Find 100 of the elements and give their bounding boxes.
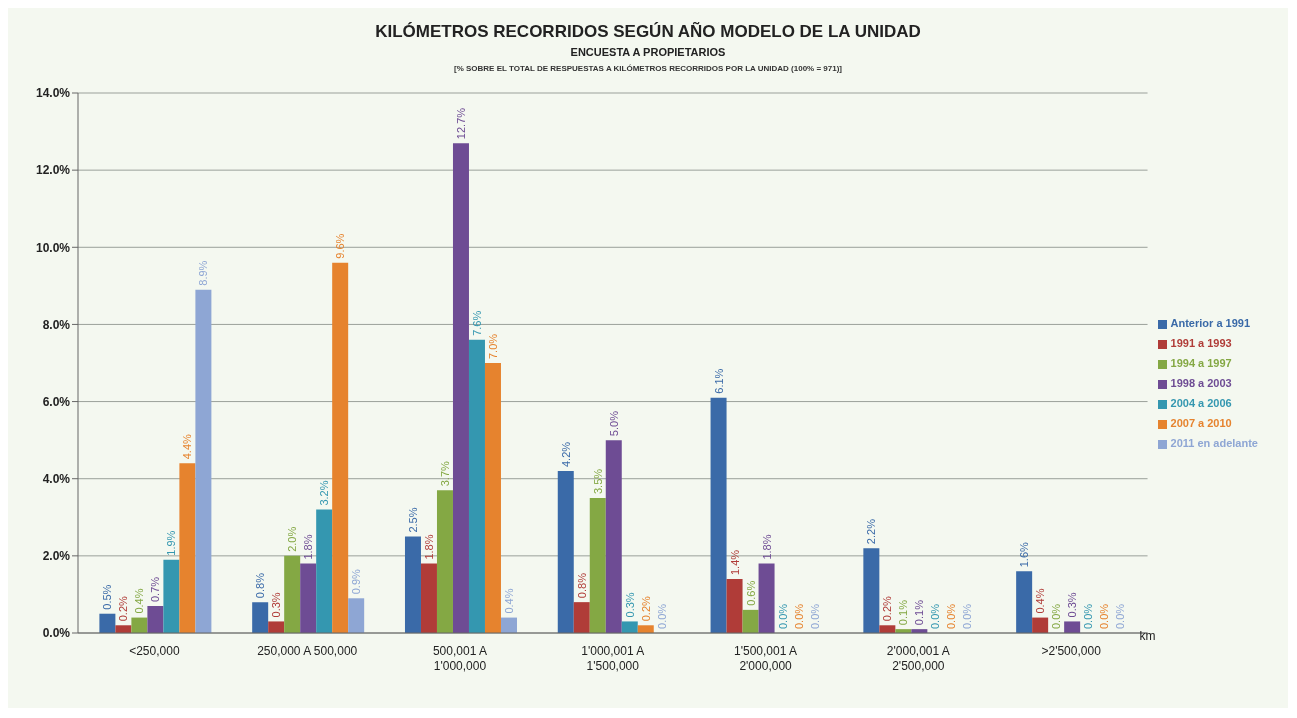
data-label: 2.2% xyxy=(865,518,878,545)
data-label: 4.2% xyxy=(559,441,572,467)
x-tick-label: 250,000 A 500,000 xyxy=(257,644,358,658)
data-label: 0.0% xyxy=(776,603,789,629)
data-label: 0.0% xyxy=(1050,603,1063,629)
y-tick-label: 4.0% xyxy=(42,471,71,486)
data-label: 1.8% xyxy=(760,534,773,560)
x-tick-label: 1'000,001 A 1'500,000 xyxy=(581,644,645,673)
bar xyxy=(316,509,333,633)
bar xyxy=(420,563,437,633)
bar xyxy=(621,621,638,633)
bar xyxy=(637,625,654,633)
data-label: 0.0% xyxy=(792,603,805,629)
data-label: 0.4% xyxy=(1034,588,1047,614)
data-label: 0.0% xyxy=(808,603,821,629)
data-label: 0.0% xyxy=(929,603,942,629)
y-tick-label: 6.0% xyxy=(42,394,71,409)
data-label: 1.6% xyxy=(1018,541,1031,568)
data-label: 0.3% xyxy=(623,592,636,618)
chart-subtitle: ENCUESTA A PROPIETARIOS xyxy=(569,46,727,58)
data-label: 0.1% xyxy=(897,599,910,626)
data-label: 3.7% xyxy=(438,460,451,487)
data-label: 0.2% xyxy=(639,595,652,622)
data-label: 4.4% xyxy=(181,433,194,460)
bar xyxy=(863,548,880,633)
x-axis-title: km xyxy=(1139,629,1156,644)
bar xyxy=(452,143,469,633)
data-label: 9.6% xyxy=(334,233,347,259)
bar xyxy=(179,463,196,633)
bar xyxy=(710,397,727,633)
bar xyxy=(195,289,212,633)
bar xyxy=(758,563,775,633)
data-label: 0.3% xyxy=(270,592,283,618)
legend-label: Anterior a 1991 xyxy=(1170,317,1251,329)
bar xyxy=(1016,571,1033,633)
bar xyxy=(131,617,148,633)
data-label: 3.2% xyxy=(318,480,331,506)
x-tick-label: 2'000,001 A 2'500,000 xyxy=(886,644,950,673)
data-label: 0.8% xyxy=(254,572,267,599)
bar xyxy=(573,602,590,633)
x-tick-label: 1'500,001 A 2'000,000 xyxy=(734,644,798,673)
chart-title: KILÓMETROS RECORRIDOS SEGÚN AÑO MODELO DE LA UNIDAD xyxy=(374,22,922,42)
y-tick-label: 0.0% xyxy=(42,626,71,641)
data-label: 3.5% xyxy=(591,468,604,494)
data-label: 0.4% xyxy=(502,588,515,614)
bar xyxy=(589,498,606,633)
y-tick-label: 8.0% xyxy=(42,317,71,332)
bar xyxy=(500,617,517,633)
legend-label: 1991 a 1993 xyxy=(1170,337,1232,349)
legend-label: 1998 a 2003 xyxy=(1170,377,1232,389)
bar xyxy=(115,625,132,633)
data-label: 1.8% xyxy=(302,534,315,560)
data-label: 2.0% xyxy=(286,526,299,552)
data-label: 0.2% xyxy=(117,595,130,622)
data-label: 0.2% xyxy=(881,595,894,622)
data-label: 1.4% xyxy=(728,549,741,575)
legend-label: 2011 en adelante xyxy=(1170,437,1258,449)
x-tick-label: <250,000 xyxy=(129,644,180,658)
bar xyxy=(557,471,574,633)
bar xyxy=(605,440,622,633)
bar xyxy=(268,621,285,633)
data-label: 0.0% xyxy=(961,603,974,629)
bar xyxy=(1064,621,1081,633)
data-label: 12.7% xyxy=(454,107,467,140)
data-label: 0.0% xyxy=(945,603,958,629)
bar xyxy=(284,555,301,633)
bar xyxy=(879,625,896,633)
data-label: 1.8% xyxy=(422,534,435,560)
data-label: 0.5% xyxy=(101,584,114,610)
legend-label: 1994 a 1997 xyxy=(1170,357,1232,369)
data-label: 0.0% xyxy=(1098,603,1111,629)
bar xyxy=(300,563,317,633)
data-label: 0.8% xyxy=(575,572,588,599)
bar xyxy=(484,363,501,633)
bar xyxy=(163,559,180,633)
bar xyxy=(468,339,485,633)
data-label: 7.6% xyxy=(470,310,483,336)
legend-label: 2004 a 2006 xyxy=(1170,397,1232,409)
data-label: 1.9% xyxy=(165,530,178,556)
data-label: 0.1% xyxy=(913,599,926,626)
bar xyxy=(252,602,269,633)
x-tick-label: >2'500,000 xyxy=(1041,644,1102,658)
y-tick-label: 14.0% xyxy=(35,86,71,101)
y-tick-label: 10.0% xyxy=(35,240,71,255)
data-label: 8.9% xyxy=(197,260,210,286)
text: [% SOBRE EL TOTAL DE RESPUESTAS A KILÓMETROS RECORRIDOS POR LA UNIDAD (100% = 971)] xyxy=(453,64,843,73)
data-label: 2.5% xyxy=(406,507,419,533)
x-tick-label: 500,001 A 1'000,000 xyxy=(432,644,488,673)
bar xyxy=(332,262,349,633)
data-label: 0.0% xyxy=(1082,603,1095,629)
data-label: 0.0% xyxy=(1114,603,1127,629)
bar xyxy=(348,598,365,633)
bar xyxy=(436,490,453,633)
bar xyxy=(1032,617,1049,633)
bar xyxy=(742,609,759,633)
bar xyxy=(99,613,116,633)
data-label: 0.7% xyxy=(149,576,162,602)
bar xyxy=(404,536,421,633)
data-label: 6.1% xyxy=(712,368,725,394)
legend-label: 2007 a 2010 xyxy=(1170,417,1232,429)
